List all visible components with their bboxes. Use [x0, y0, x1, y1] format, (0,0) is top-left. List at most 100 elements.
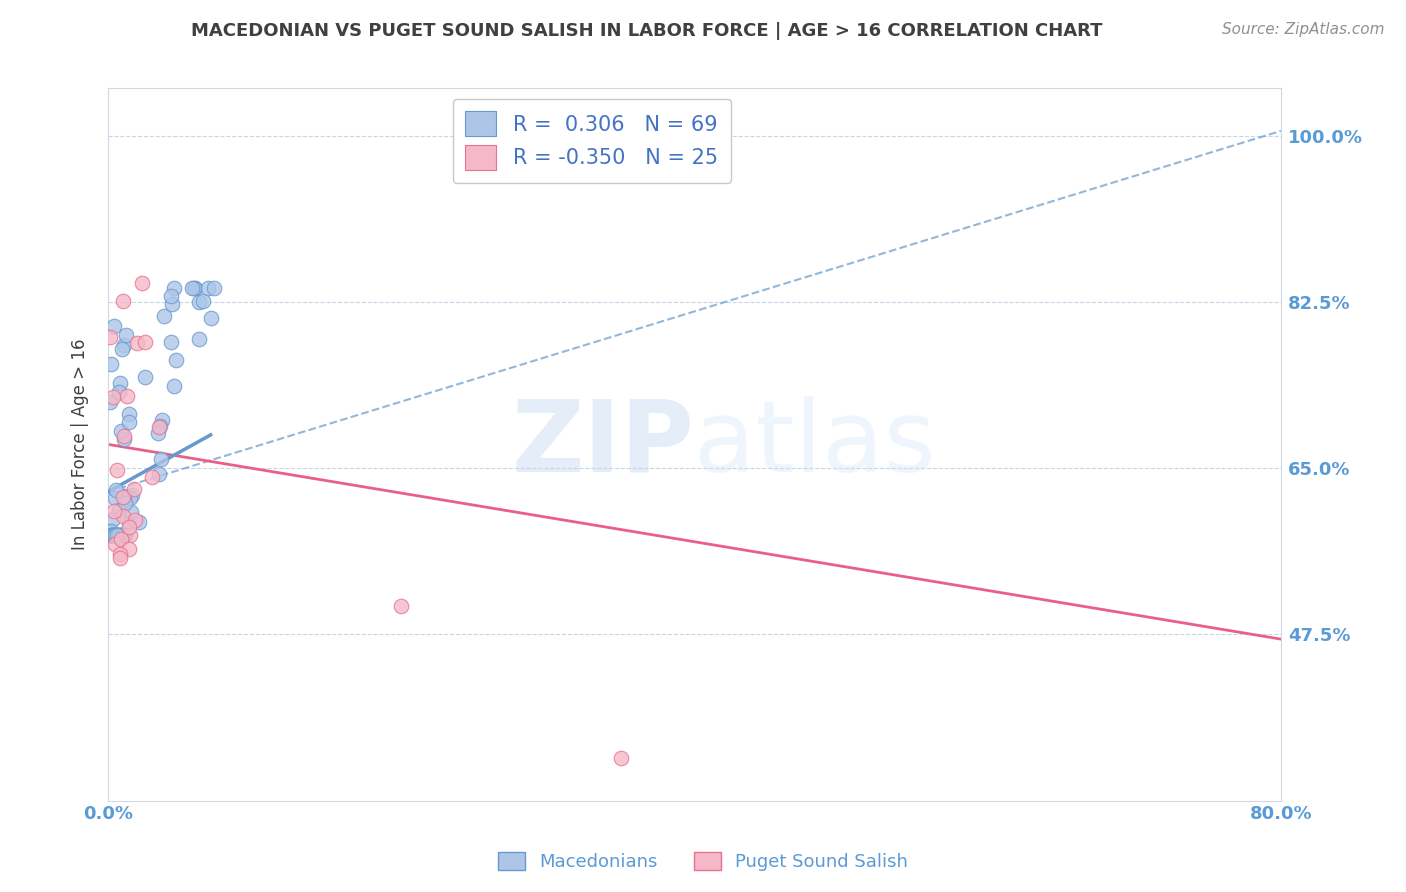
Point	[110, 533, 132, 547]
Point	[114, 496, 136, 510]
Point	[163, 379, 186, 393]
Point	[117, 541, 139, 556]
Point	[160, 297, 183, 311]
Point	[103, 527, 125, 541]
Point	[103, 527, 125, 541]
Point	[103, 504, 125, 518]
Legend: Macedonians, Puget Sound Salish: Macedonians, Puget Sound Salish	[491, 845, 915, 879]
Point	[610, 751, 633, 765]
Point	[148, 426, 170, 441]
Point	[124, 513, 146, 527]
Point	[131, 276, 153, 290]
Point	[107, 527, 129, 541]
Point	[108, 551, 131, 566]
Point	[202, 280, 225, 294]
Point	[163, 280, 186, 294]
Point	[183, 280, 205, 294]
Point	[112, 432, 135, 446]
Text: atlas: atlas	[695, 396, 936, 493]
Point	[193, 294, 215, 309]
Point	[107, 527, 129, 541]
Point	[118, 407, 141, 421]
Point	[112, 527, 135, 541]
Point	[197, 280, 219, 294]
Point	[120, 491, 142, 506]
Text: Source: ZipAtlas.com: Source: ZipAtlas.com	[1222, 22, 1385, 37]
Point	[107, 527, 129, 541]
Point	[148, 419, 170, 434]
Point	[121, 505, 143, 519]
Point	[117, 389, 139, 403]
Point	[112, 489, 135, 503]
Point	[187, 295, 209, 310]
Point	[148, 467, 170, 481]
Point	[111, 343, 134, 357]
Point	[150, 452, 173, 467]
Point	[98, 527, 121, 541]
Text: MACEDONIAN VS PUGET SOUND SALISH IN LABOR FORCE | AGE > 16 CORRELATION CHART: MACEDONIAN VS PUGET SOUND SALISH IN LABO…	[191, 22, 1102, 40]
Point	[118, 519, 141, 533]
Point	[105, 463, 128, 477]
Point	[389, 599, 412, 613]
Point	[104, 491, 127, 505]
Point	[111, 527, 134, 541]
Text: ZIP: ZIP	[512, 396, 695, 493]
Point	[134, 334, 156, 349]
Point	[100, 527, 122, 541]
Point	[103, 527, 125, 541]
Point	[181, 280, 204, 294]
Point	[110, 424, 132, 438]
Point	[184, 280, 207, 294]
Point	[152, 309, 174, 323]
Point	[159, 289, 181, 303]
Point	[127, 336, 149, 351]
Point	[108, 547, 131, 561]
Point	[101, 512, 124, 526]
Point	[124, 482, 146, 496]
Point	[98, 394, 121, 409]
Y-axis label: In Labor Force | Age > 16: In Labor Force | Age > 16	[72, 339, 89, 550]
Point	[112, 337, 135, 351]
Point	[107, 385, 129, 400]
Point	[117, 516, 139, 530]
Point	[100, 527, 122, 541]
Point	[111, 490, 134, 504]
Point	[111, 508, 134, 523]
Point	[149, 419, 172, 434]
Point	[121, 488, 143, 502]
Point	[104, 527, 127, 541]
Point	[141, 470, 163, 484]
Legend: R =  0.306   N = 69, R = -0.350   N = 25: R = 0.306 N = 69, R = -0.350 N = 25	[453, 98, 731, 183]
Point	[165, 352, 187, 367]
Point	[112, 428, 135, 442]
Point	[114, 527, 136, 541]
Point	[104, 537, 127, 551]
Point	[150, 413, 173, 427]
Point	[104, 527, 127, 541]
Point	[200, 311, 222, 326]
Point	[187, 332, 209, 346]
Point	[101, 527, 124, 541]
Point	[100, 357, 122, 371]
Point	[110, 527, 132, 541]
Point	[108, 527, 131, 541]
Point	[128, 515, 150, 529]
Point	[105, 483, 128, 498]
Point	[108, 376, 131, 390]
Point	[100, 330, 122, 344]
Point	[100, 524, 122, 538]
Point	[117, 415, 139, 429]
Point	[160, 334, 183, 349]
Point	[108, 502, 131, 516]
Point	[103, 390, 125, 404]
Point	[104, 527, 127, 541]
Point	[110, 527, 132, 541]
Point	[134, 370, 156, 384]
Point	[112, 294, 135, 309]
Point	[103, 318, 125, 333]
Point	[100, 527, 122, 541]
Point	[115, 328, 138, 343]
Point	[98, 527, 121, 541]
Point	[105, 527, 128, 541]
Point	[118, 527, 141, 541]
